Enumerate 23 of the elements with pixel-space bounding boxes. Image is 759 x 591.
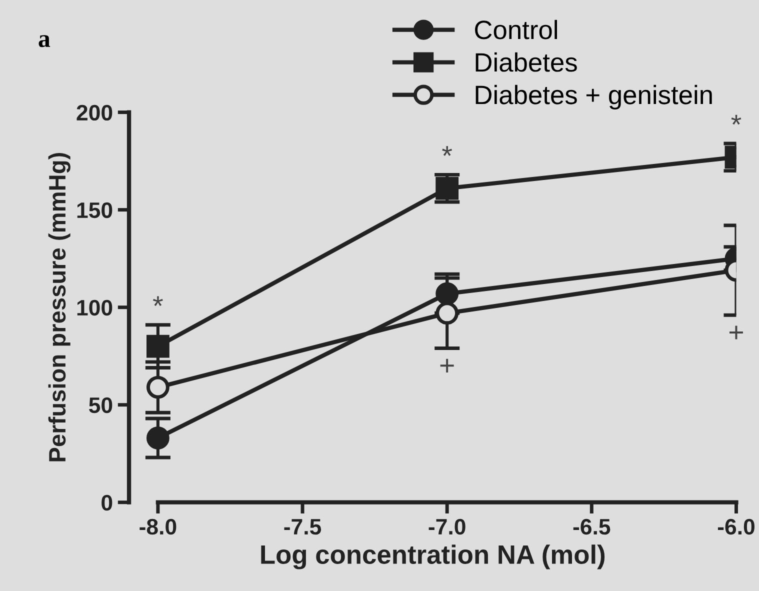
x-tick-label: -8.0 bbox=[140, 518, 176, 535]
y-tick-label: 100 bbox=[77, 300, 112, 316]
annotation: * bbox=[152, 296, 163, 306]
annotation: * bbox=[731, 114, 742, 125]
point bbox=[146, 426, 170, 450]
y-axis-title: Perfusion pressure (mmHg) bbox=[48, 153, 70, 462]
x-tick-label: -7.0 bbox=[428, 518, 466, 535]
legend-label: Control bbox=[475, 20, 557, 40]
annotation: * bbox=[442, 146, 452, 156]
point bbox=[146, 334, 170, 358]
y-tick-label: 150 bbox=[77, 202, 112, 218]
annotation: + bbox=[729, 326, 743, 340]
x-tick-label: -6.0 bbox=[718, 518, 754, 535]
y-tick-label: 0 bbox=[102, 494, 112, 511]
legend-label: Diabetes bbox=[476, 52, 577, 72]
x-axis-title: Log concentration NA (mol) bbox=[261, 544, 605, 570]
y-tick-label: 200 bbox=[76, 104, 112, 121]
x-tick-label: -7.5 bbox=[284, 519, 322, 535]
chart-title: a bbox=[38, 35, 50, 48]
y-tick-label: 50 bbox=[89, 397, 112, 414]
x-tick-label: -6.5 bbox=[573, 518, 610, 535]
legend-label: Diabetes + genistein bbox=[476, 84, 712, 110]
annotation: + bbox=[440, 358, 454, 372]
